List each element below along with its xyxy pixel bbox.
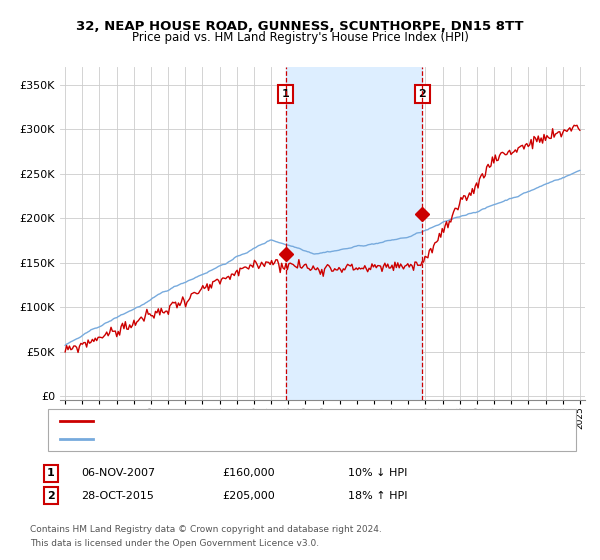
Text: 32, NEAP HOUSE ROAD, GUNNESS, SCUNTHORPE, DN15 8TT: 32, NEAP HOUSE ROAD, GUNNESS, SCUNTHORPE…: [76, 20, 524, 32]
Text: £160,000: £160,000: [222, 468, 275, 478]
Text: £205,000: £205,000: [222, 491, 275, 501]
Text: 1: 1: [282, 89, 289, 99]
Bar: [286, 67, 422, 400]
Text: Contains HM Land Registry data © Crown copyright and database right 2024.: Contains HM Land Registry data © Crown c…: [30, 525, 382, 534]
Text: 06-NOV-2007: 06-NOV-2007: [81, 468, 155, 478]
Text: 2: 2: [418, 89, 426, 99]
Text: 2: 2: [47, 491, 55, 501]
Text: HPI: Average price, detached house, North Lincolnshire: HPI: Average price, detached house, Nort…: [99, 434, 369, 444]
Text: 28-OCT-2015: 28-OCT-2015: [81, 491, 154, 501]
Text: This data is licensed under the Open Government Licence v3.0.: This data is licensed under the Open Gov…: [30, 539, 319, 548]
Text: 32, NEAP HOUSE ROAD, GUNNESS, SCUNTHORPE, DN15 8TT (detached house): 32, NEAP HOUSE ROAD, GUNNESS, SCUNTHORPE…: [99, 416, 484, 426]
Text: 1: 1: [47, 468, 55, 478]
Text: 10% ↓ HPI: 10% ↓ HPI: [348, 468, 407, 478]
Text: 18% ↑ HPI: 18% ↑ HPI: [348, 491, 407, 501]
Text: Price paid vs. HM Land Registry's House Price Index (HPI): Price paid vs. HM Land Registry's House …: [131, 31, 469, 44]
